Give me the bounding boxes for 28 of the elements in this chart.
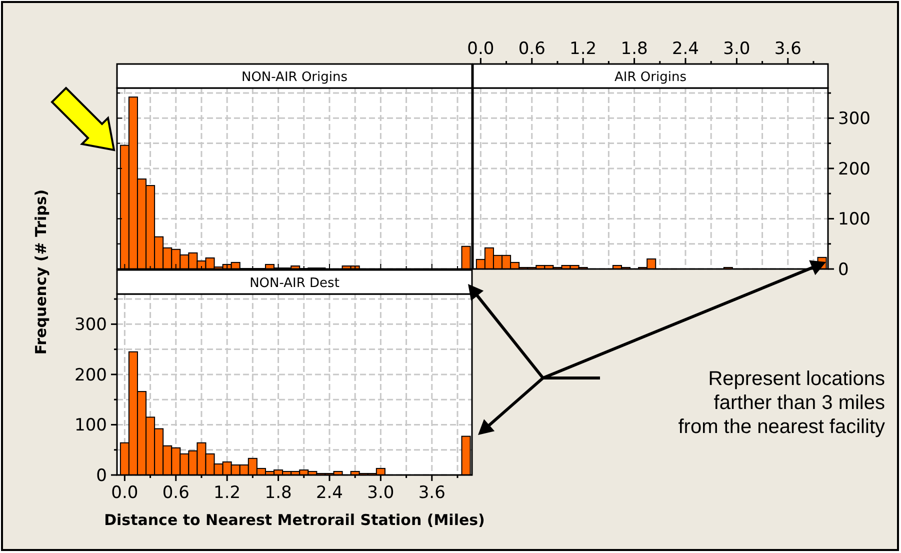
x-tick-label: 3.0: [367, 483, 394, 503]
x-tick-label: 0.0: [111, 483, 138, 503]
x-tick-label: 1.2: [214, 483, 241, 503]
x-tick-label: 2.4: [672, 39, 700, 59]
chart-title: NON-AIR Origins: [241, 70, 348, 85]
y-tick-label: 0: [96, 466, 107, 486]
x-axis-title: Distance to Nearest Metrorail Station (Miles): [104, 511, 485, 529]
y-axis-title: Frequency (# Trips): [32, 189, 50, 355]
x-tick-label: 0.6: [162, 483, 190, 503]
x-tick-label: 0.0: [467, 39, 494, 59]
x-tick-label: 1.8: [620, 39, 648, 59]
chart-title: AIR Origins: [614, 70, 687, 85]
y-tick-label: 0: [838, 260, 849, 280]
y-tick-label: 100: [74, 416, 107, 436]
x-tick-label: 3.6: [774, 39, 802, 59]
x-tick-label: 3.0: [723, 39, 750, 59]
y-tick-label: 300: [74, 315, 107, 336]
y-tick-label: 100: [838, 210, 870, 230]
chart-title: NON-AIR Dest: [250, 276, 340, 291]
x-tick-label: 1.8: [264, 483, 292, 503]
y-tick-label: 200: [74, 365, 107, 386]
x-tick-label: 0.6: [518, 39, 546, 59]
y-tick-label: 200: [838, 159, 870, 180]
x-tick-label: 2.4: [316, 483, 344, 503]
x-tick-label: 3.6: [418, 483, 446, 503]
text: Represent locations farther than 3 miles from the nearest facility: [678, 368, 885, 438]
x-tick-label: 1.2: [570, 39, 597, 59]
y-tick-label: 300: [838, 109, 870, 130]
